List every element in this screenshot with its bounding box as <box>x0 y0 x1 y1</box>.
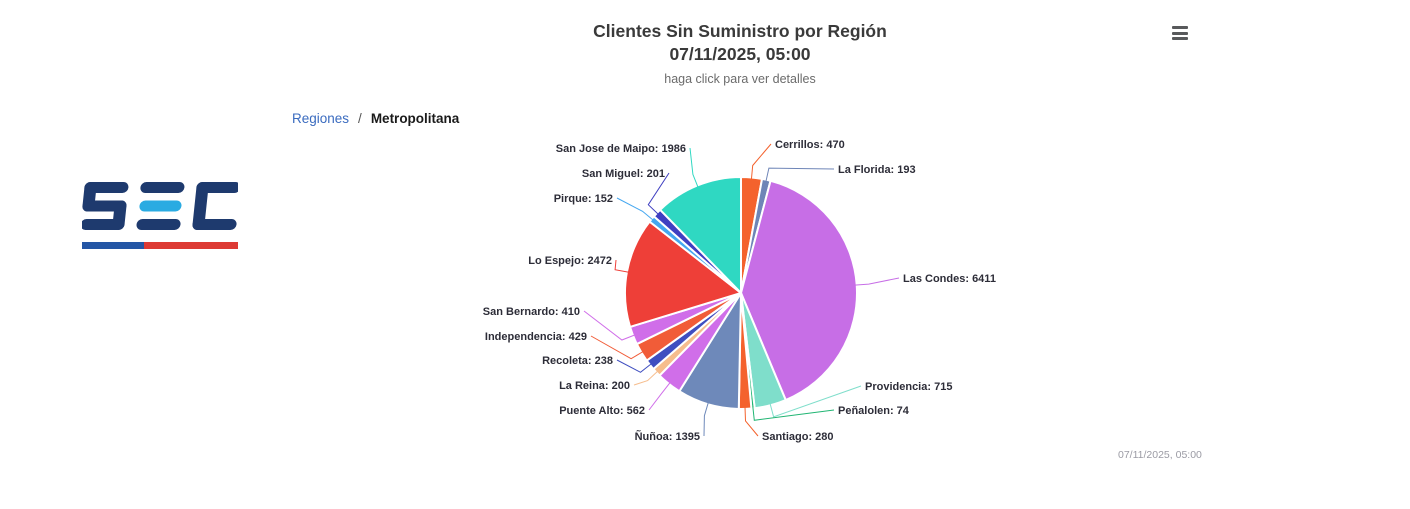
hamburger-menu-icon[interactable] <box>1170 24 1196 48</box>
pie-slice-label: Puente Alto: 562 <box>559 405 645 417</box>
pie-leader-line <box>689 147 699 188</box>
breadcrumb: Regiones / Metropolitana <box>292 111 459 126</box>
sec-logo-letter-s <box>82 182 129 230</box>
pie-slice-label: La Florida: 193 <box>838 164 916 176</box>
breadcrumb-separator: / <box>358 111 362 126</box>
pie-leader-line <box>647 172 670 215</box>
pie-leader-line <box>583 310 636 341</box>
sec-logo-letter-c <box>192 182 238 230</box>
pie-slice-label: San Jose de Maipo: 1986 <box>556 143 686 155</box>
sec-logo-letter-e <box>136 182 185 230</box>
pie-slice-label: Independencia: 429 <box>485 331 587 343</box>
report-timestamp: 07/11/2025, 05:00 <box>1118 449 1202 461</box>
pie-leader-line <box>648 382 671 411</box>
pie-slice-label: Pirque: 152 <box>554 193 613 205</box>
pie-leader-line <box>854 277 900 286</box>
pie-leader-line <box>590 335 644 360</box>
pie-slice-label: Santiago: 280 <box>762 431 834 443</box>
pie-leader-line <box>750 143 772 180</box>
breadcrumb-current: Metropolitana <box>370 111 460 126</box>
pie-slice-label: Providencia: 715 <box>865 381 952 393</box>
pie-leader-line <box>752 406 835 421</box>
pie-chart: Cerrillos: 470 La Florida: 193 Las Condes:… <box>455 130 1015 460</box>
pie-slice-label: San Miguel: 201 <box>582 168 665 180</box>
chart-title: Clientes Sin Suministro por Región <box>593 21 887 41</box>
pie-slice-label: Cerrillos: 470 <box>775 139 845 151</box>
sec-logo <box>82 182 238 249</box>
pie-leader-line <box>703 402 709 437</box>
pie-slice-label: Peñalolen: 74 <box>838 405 910 417</box>
hamburger-bar <box>1172 31 1188 35</box>
sec-logo-underline <box>82 242 238 249</box>
pie-leader-line <box>765 167 835 182</box>
pie-leader-line <box>769 385 862 418</box>
sec-logo-letters <box>82 182 238 230</box>
pie-leader-line <box>744 406 759 437</box>
pie-slice-label: Recoleta: 238 <box>542 355 613 367</box>
chart-subtitle: haga click para ver detalles <box>664 72 816 86</box>
pie-slice-label: Las Condes: 6411 <box>903 273 996 285</box>
chart-title-datetime: 07/11/2025, 05:00 <box>669 44 811 64</box>
hamburger-bar <box>1172 37 1188 40</box>
pie-slice-label: Lo Espejo: 2472 <box>528 255 612 267</box>
pie-slice-label: Ñuñoa: 1395 <box>635 430 700 443</box>
pie-leader-line <box>616 359 652 373</box>
pie-leader-line <box>616 197 654 221</box>
breadcrumb-link-regiones[interactable]: Regiones <box>292 111 350 126</box>
pie-slice-label: La Reina: 200 <box>559 380 630 392</box>
chart-header: Clientes Sin Suministro por Región 07/11… <box>70 20 1410 87</box>
pie-leader-line <box>633 370 659 386</box>
pie-chart-svg: Cerrillos: 470 La Florida: 193 Las Condes:… <box>483 139 996 443</box>
hamburger-bar <box>1172 26 1188 29</box>
pie-leader-line <box>614 259 629 273</box>
pie-slice-label: San Bernardo: 410 <box>483 306 580 318</box>
